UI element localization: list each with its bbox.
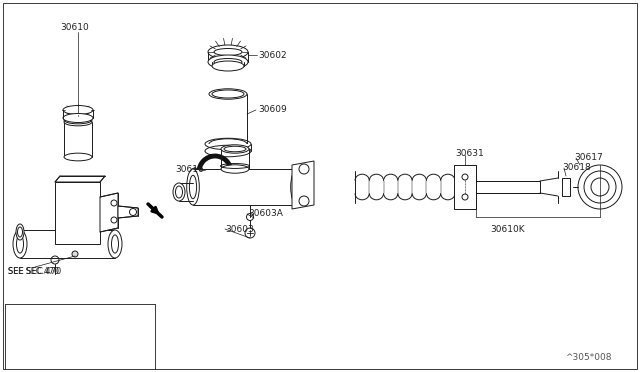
Ellipse shape bbox=[291, 169, 303, 205]
Polygon shape bbox=[118, 206, 138, 218]
Polygon shape bbox=[55, 176, 105, 182]
Polygon shape bbox=[20, 230, 115, 258]
Ellipse shape bbox=[63, 106, 93, 115]
Polygon shape bbox=[562, 178, 570, 196]
Ellipse shape bbox=[187, 169, 199, 205]
Circle shape bbox=[245, 228, 255, 238]
Ellipse shape bbox=[64, 153, 92, 161]
Ellipse shape bbox=[16, 224, 24, 240]
Circle shape bbox=[72, 251, 78, 257]
Polygon shape bbox=[209, 94, 247, 144]
Ellipse shape bbox=[208, 45, 248, 59]
Text: 30610K: 30610K bbox=[490, 225, 525, 234]
Text: 30609: 30609 bbox=[258, 106, 287, 115]
Text: 30616: 30616 bbox=[175, 166, 204, 174]
Text: SEE SEC.470: SEE SEC.470 bbox=[8, 267, 59, 276]
Text: 30618: 30618 bbox=[562, 163, 591, 171]
Polygon shape bbox=[292, 161, 314, 209]
Text: 30610: 30610 bbox=[60, 22, 89, 32]
Ellipse shape bbox=[209, 139, 247, 149]
Ellipse shape bbox=[13, 230, 27, 258]
Ellipse shape bbox=[173, 183, 185, 201]
Ellipse shape bbox=[208, 55, 248, 69]
Ellipse shape bbox=[221, 145, 249, 153]
Polygon shape bbox=[205, 144, 251, 151]
Text: ^305*008: ^305*008 bbox=[565, 353, 611, 362]
Polygon shape bbox=[100, 193, 118, 232]
Ellipse shape bbox=[64, 118, 92, 126]
Ellipse shape bbox=[63, 113, 93, 122]
Text: 30631: 30631 bbox=[455, 150, 484, 158]
Ellipse shape bbox=[209, 89, 247, 99]
Text: 30603: 30603 bbox=[225, 224, 253, 234]
Ellipse shape bbox=[205, 145, 251, 157]
Circle shape bbox=[578, 165, 622, 209]
Text: 30617: 30617 bbox=[574, 153, 603, 161]
Ellipse shape bbox=[221, 165, 249, 173]
Text: SEE SEC.470: SEE SEC.470 bbox=[8, 267, 61, 276]
Text: 30602: 30602 bbox=[258, 51, 287, 60]
Polygon shape bbox=[454, 165, 476, 209]
Ellipse shape bbox=[212, 61, 244, 71]
Text: 30603A: 30603A bbox=[248, 209, 283, 218]
Polygon shape bbox=[476, 181, 540, 193]
Ellipse shape bbox=[108, 230, 122, 258]
Polygon shape bbox=[193, 169, 297, 205]
Polygon shape bbox=[55, 182, 100, 244]
